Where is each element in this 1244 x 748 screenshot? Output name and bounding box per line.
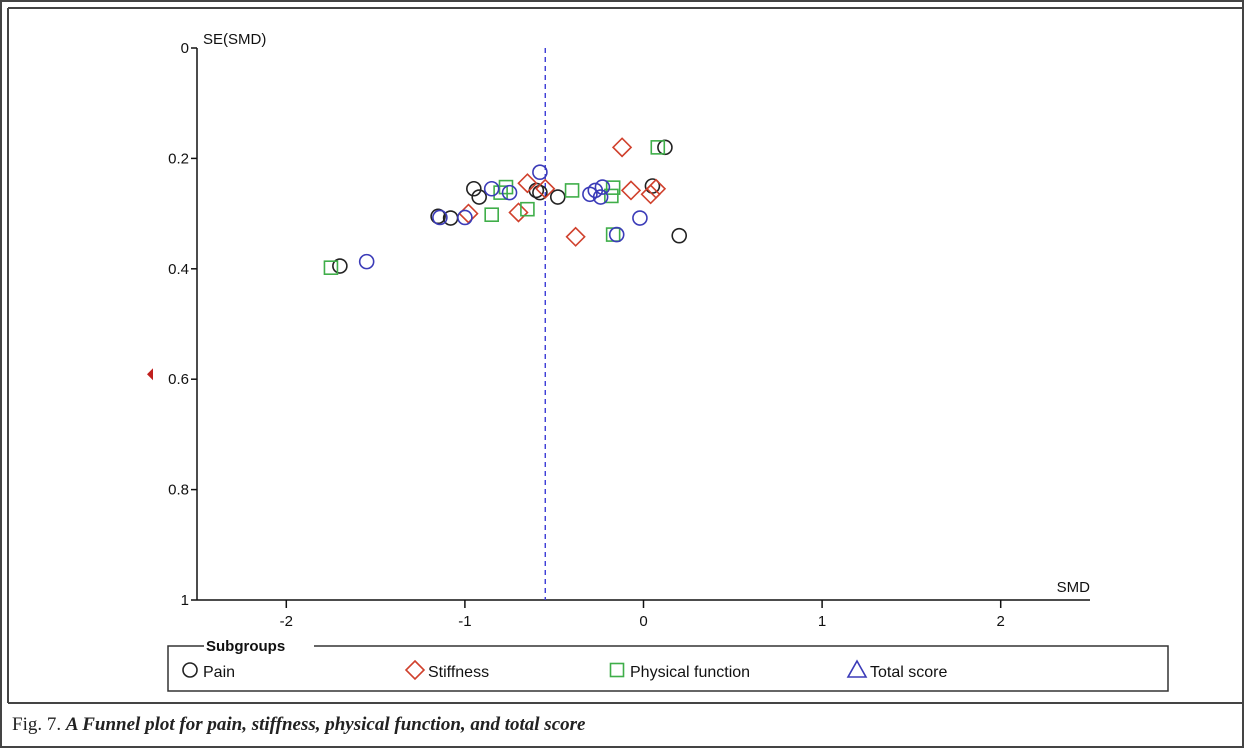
data-point: [517, 173, 538, 194]
plot-axes: 0 0.2 0.4 0.6 0.8 1 -2 -1 0 1 2 SE(SMD) SMD: [168, 31, 1090, 630]
legend-entry: Stiffness: [404, 659, 489, 681]
data-point: [582, 186, 598, 203]
y-axis-title: SE(SMD): [203, 31, 266, 48]
y-tick-label: 0.8: [168, 482, 189, 499]
legend-triangle-icon: [846, 659, 868, 678]
data-point: [332, 258, 348, 274]
offscale-arrow-icon: [147, 368, 153, 381]
caption-text: A Funnel plot for pain, stiffness, physi…: [65, 714, 586, 735]
data-point: [620, 180, 642, 201]
offscale-marker: [147, 368, 153, 381]
legend-title: Subgroups: [206, 638, 285, 655]
data-point: [432, 209, 448, 226]
data-point: [565, 226, 586, 247]
y-tick-label: 0.4: [168, 261, 189, 278]
data-point: [549, 189, 566, 205]
data-point: [605, 180, 621, 195]
caption-number: Fig. 7.: [12, 714, 62, 735]
data-point: [520, 201, 535, 217]
legend-entry: Physical function: [609, 662, 750, 681]
data-point: [430, 208, 446, 225]
data-point: [564, 183, 580, 198]
x-tick-label: 1: [818, 613, 826, 630]
data-point: [466, 180, 482, 197]
data-point: [608, 226, 625, 243]
data-point: [323, 260, 339, 275]
data-point: [457, 209, 473, 226]
data-point: [493, 185, 508, 200]
x-tick-label: 2: [997, 613, 1005, 630]
legend-label: Total score: [870, 664, 947, 681]
funnel-plot: 0 0.2 0.4 0.6 0.8 1 -2 -1 0 1 2 SE(SMD) SMD Subgroup…: [147, 31, 1169, 692]
legend: Subgroups Pain Stiffness Physical function T…: [167, 638, 1169, 692]
data-point: [671, 227, 688, 244]
series-physical-function: [323, 140, 666, 275]
y-tick-label: 0.6: [168, 371, 189, 388]
legend-box: [167, 645, 1169, 692]
legend-square-icon: [609, 662, 625, 678]
data-point: [592, 189, 609, 205]
x-axis-title: SMD: [1057, 579, 1091, 596]
data-points: [323, 137, 688, 275]
data-point: [640, 184, 661, 205]
data-point: [484, 207, 499, 223]
legend-entry: Total score: [846, 659, 947, 681]
series-pain: [332, 139, 688, 274]
data-point: [508, 202, 529, 223]
data-point: [644, 178, 661, 194]
series-total-score: [358, 164, 648, 270]
legend-circle-icon: [182, 662, 198, 678]
data-point: [604, 188, 619, 204]
data-point: [532, 164, 548, 180]
figure-caption: Fig. 7. A Funnel plot for pain, stiffnes…: [12, 705, 1232, 745]
legend-label: Pain: [203, 664, 235, 681]
x-tick-label: -2: [280, 613, 293, 630]
data-point: [535, 178, 556, 199]
data-point: [605, 227, 621, 242]
data-point: [650, 140, 666, 155]
legend-label: Physical function: [630, 664, 750, 681]
data-point: [358, 253, 375, 270]
legend-diamond-icon: [404, 659, 426, 681]
y-tick-label: 0.2: [168, 150, 189, 167]
data-point: [632, 210, 648, 226]
data-point: [458, 203, 479, 224]
x-tick-label: 0: [639, 613, 647, 630]
data-point: [611, 137, 633, 158]
data-point: [501, 184, 518, 201]
y-tick-label: 1: [181, 592, 189, 609]
legend-entry: Pain: [182, 662, 235, 681]
x-tick-label: -1: [458, 613, 471, 630]
legend-label: Stiffness: [428, 664, 489, 681]
data-point: [645, 178, 667, 199]
data-point: [483, 180, 500, 197]
y-tick-label: 0: [181, 40, 189, 57]
data-point: [594, 179, 611, 195]
data-point: [471, 189, 487, 205]
